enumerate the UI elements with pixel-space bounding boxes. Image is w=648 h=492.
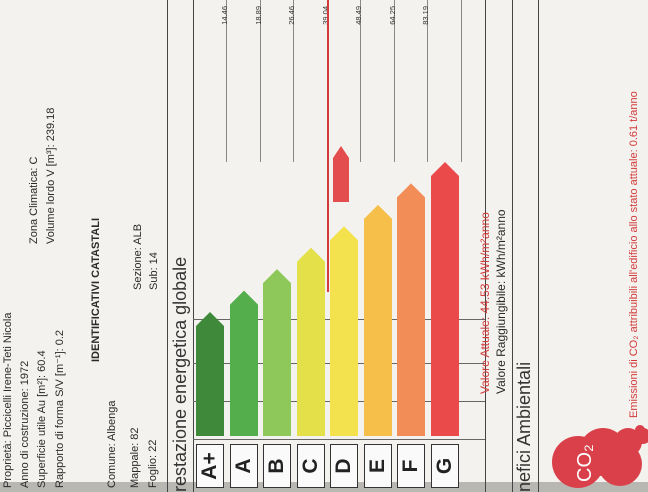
energy-section-title: restazione energetica globale [170, 256, 190, 492]
benefits-divider [538, 0, 539, 492]
chart-grid-line [193, 439, 485, 440]
energy-bar-d [330, 226, 358, 436]
class-letter-b: B [263, 444, 291, 488]
current-class-marker [333, 146, 349, 202]
class-letter-d: D [330, 444, 358, 488]
energy-bar-b [263, 269, 291, 436]
cadastral-heading: IDENTIFICATIVI CATASTALI [90, 217, 102, 362]
class-letter-aplus: A+ [196, 444, 224, 488]
energy-bar-a [229, 290, 258, 436]
chart-frame-top [193, 0, 194, 492]
energy-bar-f [397, 183, 425, 436]
energy-bar-c [296, 247, 325, 436]
threshold-label: 48.49 [354, 6, 363, 25]
area-text: Superficie utile Au [m²]: 60.4 [36, 350, 48, 488]
class-letter-g: G [430, 444, 459, 488]
sub-text: Sub: 14 [148, 252, 160, 290]
energy-bar-aplus [196, 312, 224, 436]
section-divider-top [167, 0, 168, 492]
energy-bar-e [363, 204, 392, 436]
owner-text: Proprietà: Piccicelli Irene-Teti Nicola [2, 312, 14, 488]
threshold-label: 83.19 [421, 6, 430, 25]
achievable-value-text: Valore Raggiungibile: kWh/m²anno [494, 209, 508, 394]
mappale-text: Mappale: 82 [129, 427, 141, 488]
current-value-text: Valore Attuale: 44.53 kWh/m²anno [478, 212, 492, 394]
threshold-label: 64.25 [387, 6, 397, 25]
ratio-text: Rapporto di forma S/V [m⁻¹]: 0.2 [54, 329, 66, 488]
scale-separator [460, 0, 462, 162]
comune-text: Comune: Albenga [106, 400, 118, 488]
co2-label: CO₂ [574, 444, 596, 482]
current-value-line [327, 0, 329, 292]
sezione-text: Sezione: ALB [132, 223, 144, 290]
co2-emissions-text: Emissioni di CO₂ attribuibili all'edific… [628, 91, 640, 418]
threshold-label: 18.89 [253, 6, 263, 25]
section-divider-bottom [512, 0, 513, 492]
class-letter-a: A [229, 444, 258, 488]
foglio-text: Foglio: 22 [147, 439, 159, 488]
class-letter-e: E [363, 444, 392, 488]
climate-zone-text: Zona Climatica: C [28, 156, 40, 244]
threshold-label: 14.46 [220, 6, 229, 25]
volume-text: Volume lordo V [m³]: 239.18 [45, 107, 57, 244]
class-letter-f: F [397, 444, 425, 488]
year-text: Anno di costruzione: 1972 [19, 360, 31, 488]
co2-cloud-icon [552, 425, 648, 488]
threshold-label: 26.46 [287, 6, 296, 25]
class-letter-c: C [296, 444, 325, 488]
energy-bar-g [430, 162, 459, 436]
benefits-title: nefici Ambientali [514, 361, 534, 492]
